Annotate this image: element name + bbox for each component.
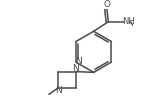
Text: N: N [72,64,79,73]
Text: O: O [103,0,110,9]
Text: N: N [55,86,61,95]
Text: N: N [75,57,82,66]
Text: NH: NH [122,17,135,25]
